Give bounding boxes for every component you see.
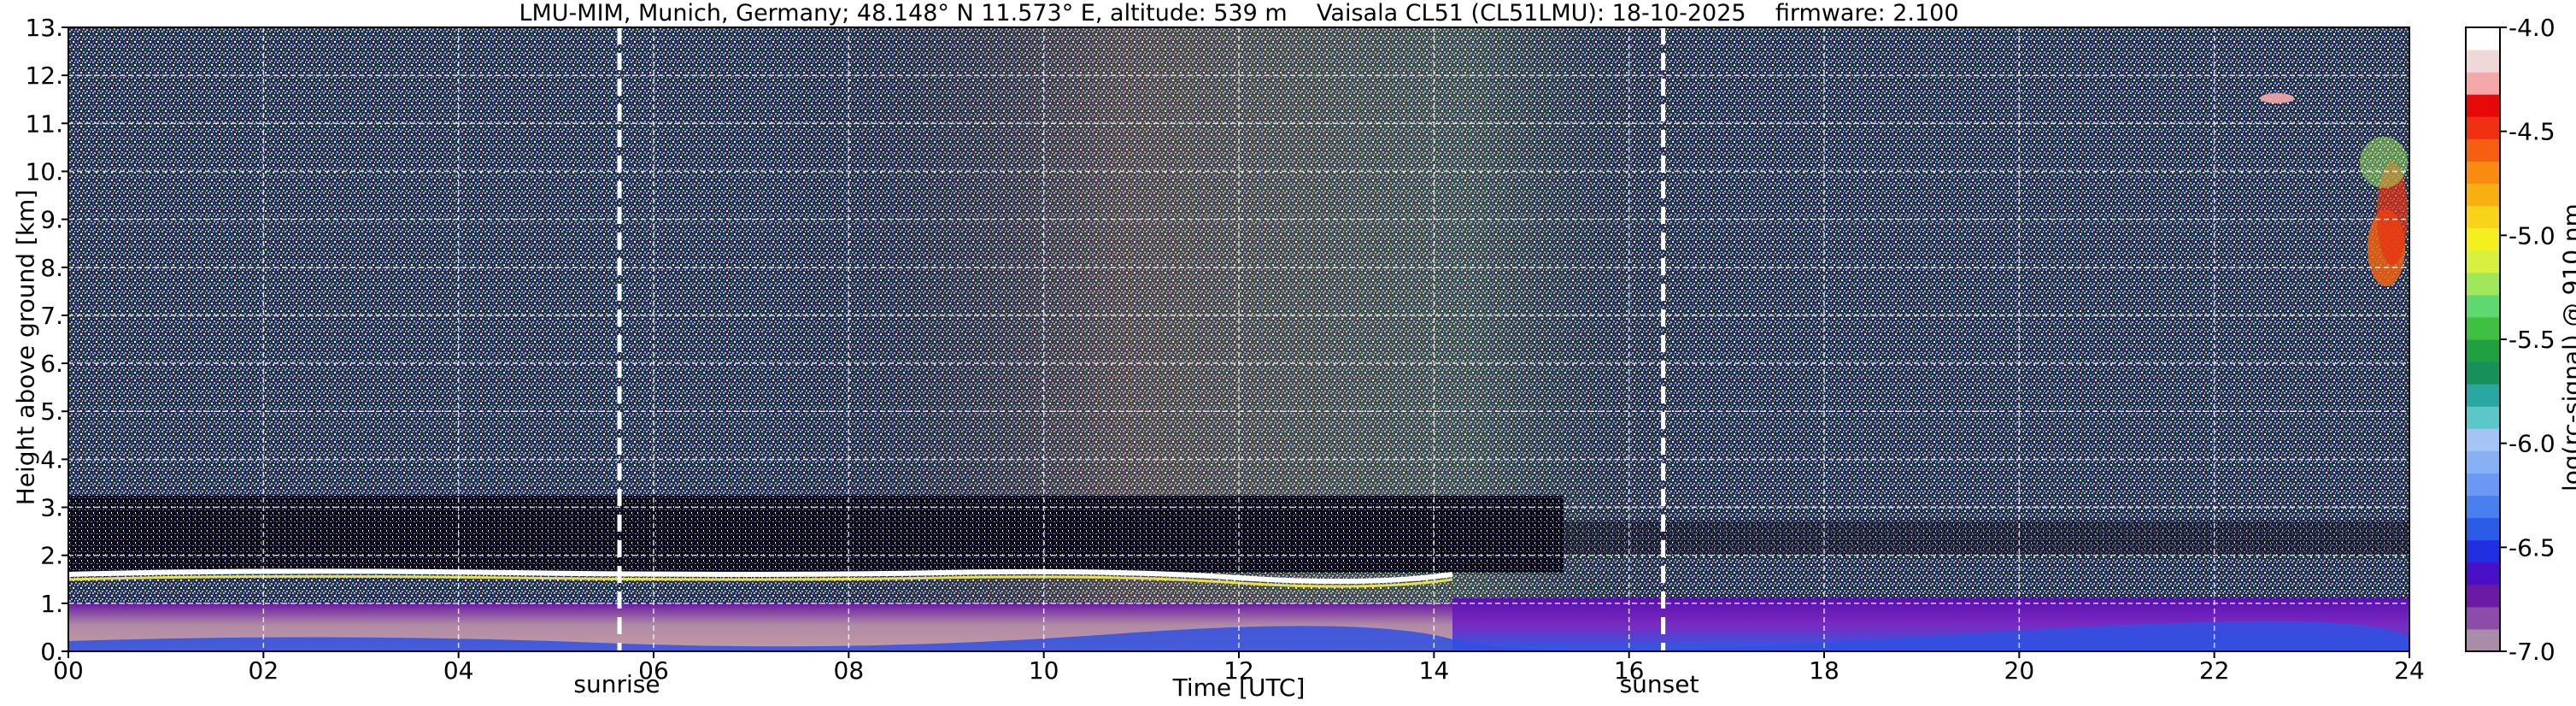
colorbar-segment (2466, 250, 2500, 274)
colorbar-segment (2466, 473, 2500, 496)
x-tick-label: 10 (1029, 656, 1059, 685)
x-tick-label: 08 (834, 656, 865, 685)
y-tick-label: 0. (40, 638, 63, 666)
colorbar-tick-label: -5.0 (2509, 221, 2555, 250)
colorbar-segment (2466, 450, 2500, 474)
y-tick-label: 3. (40, 494, 63, 522)
y-tick-label: 11. (25, 109, 63, 138)
y-tick-label: 5. (40, 397, 63, 426)
colorbar-tick-label: -5.5 (2509, 326, 2555, 354)
x-tick-label: 02 (249, 656, 279, 685)
x-tick-label: 14 (1419, 656, 1450, 685)
colorbar-segment (2466, 272, 2500, 296)
colorbar-segment (2466, 517, 2500, 541)
colorbar-tick-label: -6.0 (2509, 430, 2555, 458)
colorbar-segment (2466, 362, 2500, 385)
x-tick-label: 06 (638, 656, 669, 685)
colorbar-segment (2466, 72, 2500, 95)
sunset-label: sunset (1619, 670, 1699, 698)
colorbar-segment (2466, 495, 2500, 519)
y-tick-label: 6. (40, 350, 63, 378)
colorbar-segment (2466, 606, 2500, 630)
colorbar-segment (2466, 428, 2500, 451)
colorbar-segment (2466, 94, 2500, 117)
colorbar-segment (2466, 27, 2500, 50)
colorbar-segment (2466, 406, 2500, 429)
chart-title: LMU-MIM, Munich, Germany; 48.148° N 11.5… (519, 0, 1959, 26)
x-tick-label: 04 (443, 656, 474, 685)
y-tick-label: 10. (25, 157, 63, 185)
colorbar-segment (2466, 205, 2500, 229)
y-tick-label: 2. (40, 542, 63, 570)
y-tick-label: 4. (40, 445, 63, 474)
colorbar-segment (2466, 584, 2500, 608)
colorbar-tick-label: -7.0 (2509, 638, 2555, 666)
x-tick-label: 22 (2199, 656, 2230, 685)
x-tick-label: 00 (53, 656, 84, 685)
x-tick-label: 20 (2004, 656, 2035, 685)
colorbar-segment (2466, 339, 2500, 362)
x-ticks: 00 02 04 06 08 10 12 14 16 18 20 22 24 (53, 651, 2425, 685)
colorbar-segment (2466, 183, 2500, 207)
x-tick-label: 12 (1223, 656, 1254, 685)
y-ticks: 0. 1. 2. 3. 4. 5. 6. 7. 8. 9. 10. 11. 12. 13. (25, 14, 68, 666)
y-tick-label: 9. (40, 206, 63, 234)
colorbar-segment (2466, 628, 2500, 652)
y-tick-label: 1. (40, 590, 63, 618)
colorbar-segment (2466, 316, 2500, 340)
x-tick-label: 24 (2394, 656, 2425, 685)
x-tick-label: 18 (1809, 656, 1840, 685)
colorbar-segment (2466, 384, 2500, 407)
colorbar-segment (2466, 227, 2500, 251)
y-tick-label: 8. (40, 254, 63, 282)
x-tick-label: 16 (1614, 656, 1645, 685)
colorbar-segment (2466, 138, 2500, 162)
sunrise-label: sunrise (573, 670, 660, 698)
colorbar-tick-label: -4.0 (2509, 14, 2555, 42)
colorbar-tick-label: -4.5 (2509, 118, 2555, 146)
colorbar-segment (2466, 562, 2500, 585)
colorbar-segment (2466, 539, 2500, 563)
colorbar-segment (2466, 116, 2500, 139)
event-lines (617, 27, 1666, 651)
colorbar-segment (2466, 50, 2500, 73)
y-tick-label: 13. (25, 14, 63, 42)
grid-lines (68, 27, 2409, 651)
y-tick-label: 12. (25, 62, 63, 90)
y-tick-label: 7. (40, 302, 63, 330)
colorbar-tick-label: -6.5 (2509, 533, 2555, 562)
colorbar: -4.0 -4.5 -5.0 -5.5 -6.0 -6.5 -7.0 (2465, 14, 2555, 666)
colorbar-segment (2466, 294, 2500, 318)
x-axis-label: Time [UTC] (1172, 674, 1306, 702)
colorbar-segment (2466, 161, 2500, 184)
